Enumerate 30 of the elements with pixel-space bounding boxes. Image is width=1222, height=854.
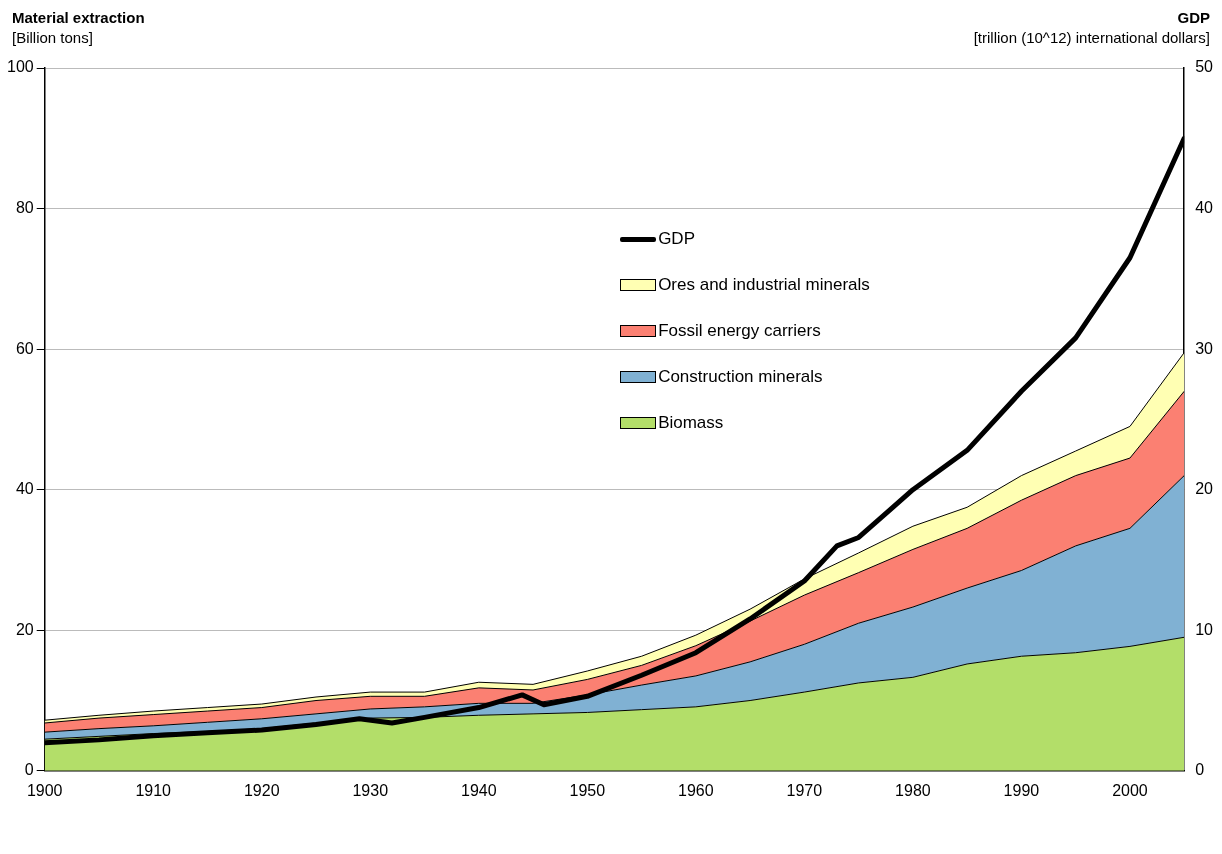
x-tick-label: 1970 [786,781,823,799]
x-tick-label: 1980 [895,781,931,799]
y2-tick-label: 0 [1195,761,1205,779]
y2-tick-label: 40 [1195,198,1214,216]
legend-label: Fossil energy carriers [658,321,821,341]
y-tick-label: 40 [15,480,34,498]
y2-tick-label: 50 [1195,58,1214,76]
y2-tick-label: 20 [1195,480,1214,498]
y-tick-label: 80 [15,198,34,216]
y-tick-label: 20 [15,620,34,638]
x-tick-label: 1920 [243,781,280,799]
x-tick-label: 1950 [569,781,606,799]
y-tick-label: 60 [15,339,34,357]
x-tick-label: 1940 [461,781,497,799]
x-tick-label: 2000 [1112,781,1148,799]
legend-label: Ores and industrial minerals [658,275,870,295]
x-tick-label: 1960 [678,781,714,799]
x-tick-label: 1990 [1003,781,1040,799]
y2-tick-label: 10 [1195,620,1214,638]
y2-axis-title: GDP [trillion (10^12) international dollars] [973,9,1210,48]
x-tick-label: 1900 [26,781,63,799]
legend-label: Construction minerals [658,367,823,387]
y-tick-label: 100 [6,58,34,76]
y-axis-title: Material extraction [Billion tons] [12,9,145,48]
x-tick-label: 1910 [135,781,172,799]
legend-label: GDP [658,229,695,249]
y-tick-label: 0 [24,761,34,779]
x-tick-label: 1930 [352,781,389,799]
y2-tick-label: 30 [1195,339,1214,357]
legend-label: Biomass [658,413,724,433]
